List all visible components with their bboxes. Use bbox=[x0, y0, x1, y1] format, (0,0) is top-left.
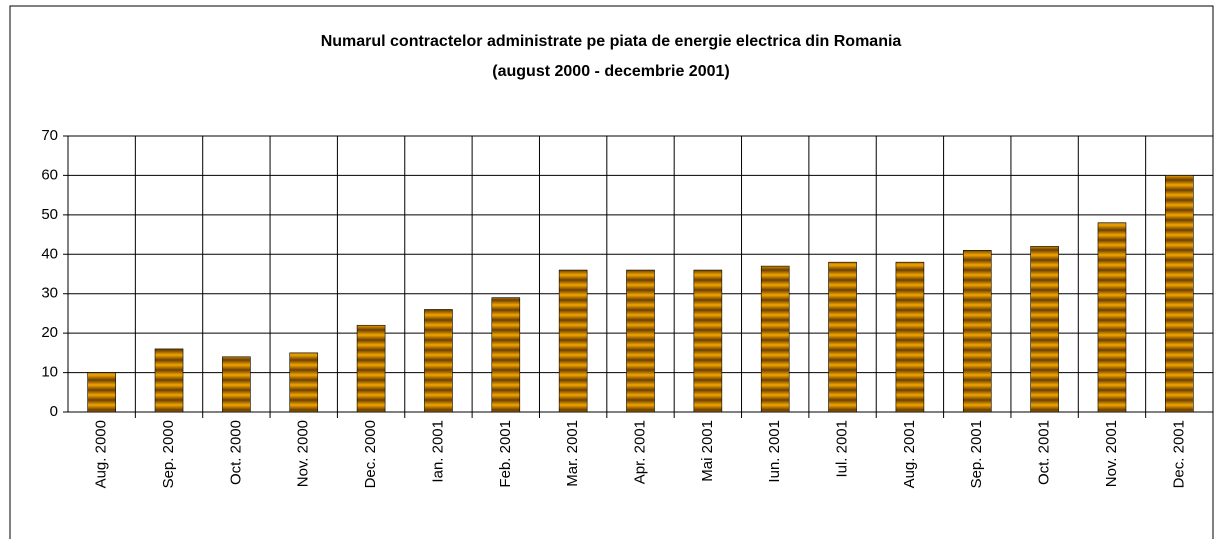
y-tick-label: 0 bbox=[50, 403, 58, 420]
chart-subtitle: (august 2000 - decembrie 2001) bbox=[492, 63, 729, 80]
x-tick-label: Ian. 2001 bbox=[429, 420, 446, 483]
bar bbox=[87, 372, 116, 413]
bar bbox=[424, 309, 453, 413]
x-tick-label: Feb. 2001 bbox=[497, 420, 514, 488]
x-tick-label: Iul. 2001 bbox=[834, 420, 851, 478]
x-tick-label: Mai 2001 bbox=[699, 420, 716, 482]
bar bbox=[760, 265, 790, 413]
x-tick-label: Dec. 2000 bbox=[362, 420, 379, 488]
bar bbox=[1030, 246, 1059, 413]
bar bbox=[289, 352, 319, 413]
bar bbox=[356, 324, 386, 413]
bar bbox=[222, 356, 251, 413]
x-tick-label: Mar. 2001 bbox=[564, 420, 581, 487]
x-tick-label: Oct. 2000 bbox=[227, 420, 244, 485]
bar bbox=[828, 261, 857, 413]
y-tick-label: 40 bbox=[41, 245, 58, 262]
y-tick-label: 30 bbox=[41, 285, 58, 302]
bar bbox=[962, 250, 992, 413]
bar bbox=[154, 348, 184, 413]
bar bbox=[491, 297, 521, 413]
y-tick-label: 20 bbox=[41, 324, 58, 341]
bar bbox=[895, 261, 925, 413]
bar bbox=[626, 269, 655, 413]
x-tick-label: Iun. 2001 bbox=[766, 420, 783, 483]
bar bbox=[1165, 175, 1194, 413]
y-tick-label: 60 bbox=[41, 166, 58, 183]
bar bbox=[693, 269, 723, 413]
x-tick-label: Aug. 2001 bbox=[901, 420, 918, 488]
x-tick-label: Nov. 2001 bbox=[1103, 420, 1120, 487]
x-tick-label: Dec. 2001 bbox=[1170, 420, 1187, 488]
y-tick-label: 70 bbox=[41, 127, 58, 144]
x-tick-label: Apr. 2001 bbox=[631, 420, 648, 484]
x-tick-label: Oct. 2001 bbox=[1036, 420, 1053, 485]
bar bbox=[558, 269, 588, 413]
x-tick-label: Sep. 2000 bbox=[160, 420, 177, 488]
x-tick-label: Nov. 2000 bbox=[295, 420, 312, 487]
y-tick-label: 10 bbox=[41, 364, 58, 381]
y-tick-label: 50 bbox=[41, 206, 58, 223]
x-tick-label: Aug. 2000 bbox=[93, 420, 110, 488]
chart-title: Numarul contractelor administrate pe pia… bbox=[321, 33, 902, 50]
x-tick-label: Sep. 2001 bbox=[968, 420, 985, 488]
bar bbox=[1097, 222, 1127, 413]
